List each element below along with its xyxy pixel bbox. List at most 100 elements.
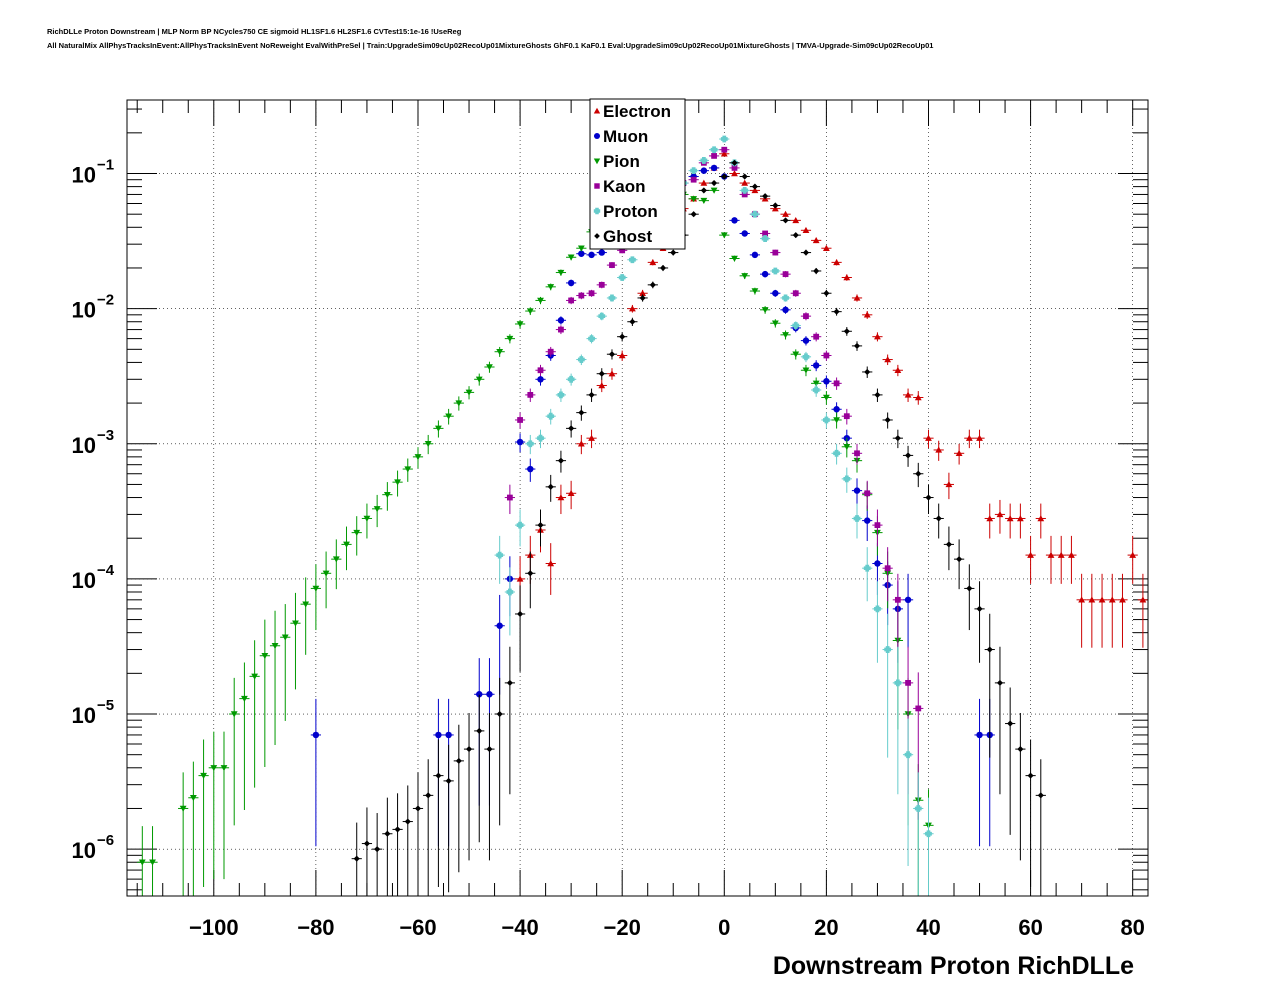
data-point — [863, 311, 871, 318]
data-point — [619, 247, 626, 254]
data-point — [843, 444, 851, 451]
data-point — [843, 274, 851, 281]
data-point — [711, 179, 718, 187]
data-point — [496, 622, 503, 629]
data-point — [894, 596, 901, 603]
data-point — [241, 695, 248, 703]
data-point — [547, 284, 555, 291]
data-point — [782, 210, 789, 217]
x-tick-label: −100 — [189, 915, 239, 940]
y-tick-exponent: −2 — [97, 292, 114, 309]
data-point — [517, 610, 524, 618]
data-point — [751, 251, 759, 259]
data-point — [700, 157, 708, 164]
data-point — [843, 475, 851, 483]
data-point — [782, 294, 789, 302]
data-point — [527, 465, 534, 473]
data-point — [353, 529, 361, 537]
data-point — [822, 416, 830, 424]
data-point — [567, 375, 575, 383]
data-point — [567, 279, 575, 287]
y-tick-label: 10 — [72, 703, 96, 728]
legend-entry-electron: Electron — [593, 102, 671, 121]
data-point — [700, 197, 708, 205]
data-point — [823, 378, 830, 385]
x-tick-label: 40 — [916, 915, 940, 940]
data-point — [721, 173, 728, 180]
data-point — [568, 425, 575, 432]
data-point — [404, 466, 412, 473]
data-point — [986, 646, 993, 653]
legend-marker — [593, 107, 601, 114]
data-point — [700, 167, 708, 174]
data-point — [639, 294, 646, 302]
x-tick-label: 80 — [1120, 915, 1144, 940]
data-point — [721, 146, 728, 153]
data-point — [762, 230, 769, 237]
data-point — [558, 326, 564, 333]
data-point — [822, 244, 830, 251]
data-point — [741, 230, 748, 237]
data-point — [445, 413, 453, 420]
data-point — [455, 757, 462, 764]
data-point — [823, 352, 830, 359]
data-point — [904, 391, 912, 398]
data-point — [200, 772, 207, 780]
y-tick-label: 10 — [72, 568, 96, 593]
data-point — [905, 679, 911, 686]
data-point — [670, 249, 677, 256]
y-tick-exponent: −3 — [97, 427, 114, 444]
data-point — [945, 541, 952, 548]
data-point — [833, 449, 840, 457]
legend-marker — [593, 132, 601, 140]
data-point — [230, 711, 238, 718]
data-point — [1016, 515, 1024, 522]
data-point — [506, 335, 514, 343]
data-point — [710, 187, 718, 194]
data-point — [435, 772, 442, 779]
data-point — [138, 859, 146, 866]
data-point — [1047, 551, 1055, 558]
data-point — [547, 560, 555, 567]
data-point — [690, 196, 698, 203]
y-tick-exponent: −4 — [97, 562, 115, 579]
data-point — [414, 805, 422, 812]
data-point — [884, 416, 891, 424]
data-point — [802, 367, 810, 374]
data-point — [516, 438, 524, 446]
data-point — [741, 179, 749, 186]
data-point — [751, 183, 758, 190]
x-tick-label: 60 — [1018, 915, 1042, 940]
data-point — [843, 328, 850, 335]
data-point — [945, 481, 953, 488]
data-point — [363, 515, 371, 522]
data-point — [690, 167, 698, 175]
y-tick-exponent: −6 — [97, 832, 114, 849]
data-point — [792, 290, 799, 297]
data-point — [720, 232, 728, 239]
data-point — [608, 370, 616, 377]
data-point — [914, 805, 922, 812]
data-point — [425, 792, 432, 799]
data-point — [578, 292, 585, 299]
data-point — [619, 333, 626, 340]
data-point — [475, 376, 483, 383]
data-point — [710, 146, 718, 154]
series-muon — [310, 164, 995, 847]
data-point — [1139, 596, 1147, 603]
data-point — [731, 217, 738, 224]
x-tick-label: −80 — [297, 915, 334, 940]
data-point — [894, 366, 902, 373]
data-point — [557, 269, 565, 276]
data-point — [312, 585, 320, 592]
data-point — [915, 705, 922, 712]
data-point — [874, 333, 881, 340]
data-point — [659, 264, 667, 272]
data-point — [761, 270, 769, 278]
data-point — [577, 356, 585, 363]
data-point — [884, 565, 891, 572]
series-kaon — [504, 146, 924, 820]
data-point — [374, 846, 381, 853]
data-point — [904, 751, 912, 759]
data-point — [853, 294, 861, 301]
